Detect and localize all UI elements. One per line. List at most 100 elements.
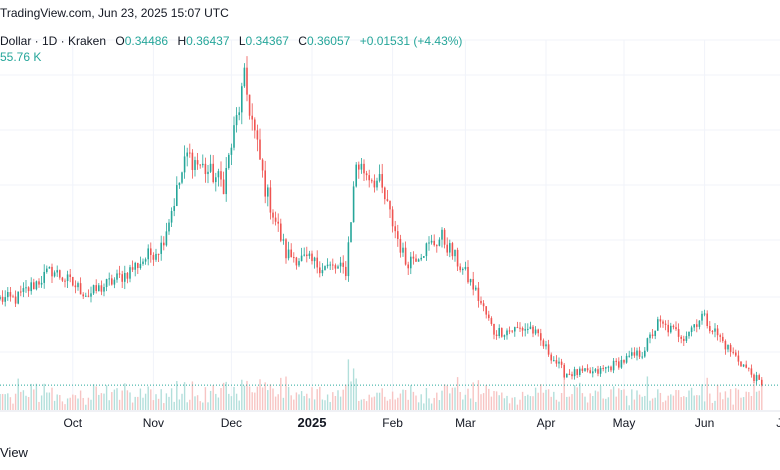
volume-bar bbox=[126, 390, 129, 410]
candle-body bbox=[521, 328, 524, 331]
volume-bar bbox=[264, 382, 266, 410]
volume-bar bbox=[493, 390, 495, 410]
volume-bar bbox=[243, 385, 246, 410]
candle-body bbox=[264, 170, 266, 197]
volume-bar bbox=[69, 397, 71, 410]
candle-body bbox=[295, 257, 298, 266]
candle-body bbox=[651, 334, 654, 337]
volume-bar bbox=[693, 395, 695, 410]
candle-body bbox=[750, 368, 753, 375]
candle-body bbox=[290, 249, 292, 258]
volume-bar bbox=[111, 392, 113, 410]
candle-body bbox=[464, 266, 467, 269]
symbol-label[interactable]: Dollar · 1D · Kraken bbox=[0, 34, 107, 48]
candle-body bbox=[428, 242, 430, 244]
candle-body bbox=[446, 244, 448, 253]
volume-bar bbox=[724, 391, 727, 410]
volume-bar bbox=[238, 400, 240, 410]
volume-bar bbox=[246, 380, 248, 410]
volume-bar bbox=[222, 382, 225, 410]
volume-bar bbox=[607, 397, 610, 410]
volume-bar bbox=[581, 393, 584, 410]
candle-body bbox=[573, 369, 576, 377]
candle-body bbox=[69, 274, 71, 277]
candle-body bbox=[722, 336, 724, 341]
candle-body bbox=[571, 374, 573, 377]
candle-body bbox=[215, 177, 217, 183]
open-value: 0.34486 bbox=[124, 34, 169, 48]
candle-body bbox=[243, 67, 246, 87]
volume-bar bbox=[597, 391, 599, 410]
candle-body bbox=[100, 285, 103, 292]
candle-body bbox=[511, 330, 513, 332]
candle-body bbox=[550, 354, 552, 361]
volume-bar bbox=[360, 399, 363, 410]
candle-body bbox=[545, 344, 547, 347]
candle-body bbox=[43, 271, 45, 283]
volume-bar bbox=[711, 402, 714, 410]
volume-bar bbox=[298, 394, 300, 410]
volume-bar bbox=[716, 384, 719, 410]
candle-body bbox=[620, 359, 623, 368]
candle-body bbox=[495, 334, 498, 336]
volume-bar bbox=[215, 393, 217, 410]
volume-bar bbox=[602, 398, 604, 410]
volume-bar bbox=[740, 397, 742, 410]
volume-bar bbox=[72, 394, 74, 410]
volume-bar bbox=[280, 377, 282, 410]
candle-body bbox=[555, 360, 558, 364]
volume-bar bbox=[33, 389, 35, 410]
candle-body bbox=[503, 335, 506, 337]
high-label: H bbox=[177, 34, 187, 48]
volume-bar bbox=[417, 402, 420, 410]
volume-bar bbox=[482, 393, 485, 410]
candle-body bbox=[701, 313, 703, 321]
volume-bar bbox=[456, 377, 459, 410]
candle-body bbox=[165, 231, 168, 246]
candle-body bbox=[633, 352, 636, 356]
volume-bar bbox=[592, 395, 594, 410]
candle-body bbox=[111, 278, 113, 285]
candle-body bbox=[527, 328, 529, 330]
volume-bar bbox=[464, 394, 467, 410]
volume-bar bbox=[129, 392, 131, 410]
candle-body bbox=[724, 340, 727, 350]
candle-body bbox=[529, 326, 532, 329]
volume-bar bbox=[25, 395, 27, 410]
candle-body bbox=[267, 187, 269, 197]
candle-body bbox=[308, 253, 311, 257]
volume-bar bbox=[550, 396, 552, 410]
candle-body bbox=[688, 332, 690, 337]
volume-bar bbox=[98, 394, 100, 410]
candle-body bbox=[181, 172, 183, 183]
candle-body bbox=[482, 303, 485, 307]
candle-body bbox=[488, 314, 490, 319]
volume-bar bbox=[217, 397, 220, 410]
candle-body bbox=[727, 344, 729, 350]
candle-body bbox=[241, 86, 243, 113]
volume-bar bbox=[397, 397, 399, 410]
candle-body bbox=[74, 285, 77, 288]
volume-bar bbox=[319, 386, 321, 410]
volume-bar bbox=[118, 399, 121, 410]
volume-bar bbox=[191, 381, 194, 410]
volume-bar bbox=[170, 388, 173, 410]
candle-body bbox=[534, 329, 537, 334]
volume-bar bbox=[685, 397, 688, 410]
candle-body bbox=[560, 361, 563, 365]
candle-body bbox=[371, 180, 373, 182]
candle-body bbox=[300, 255, 303, 262]
candle-body bbox=[420, 257, 422, 260]
volume-bar bbox=[324, 400, 326, 410]
candle-body bbox=[126, 272, 129, 279]
candle-body bbox=[194, 160, 196, 170]
volume-bar bbox=[618, 388, 620, 410]
candle-body bbox=[589, 370, 591, 374]
candle-body bbox=[59, 270, 61, 278]
volume-bar bbox=[394, 399, 396, 410]
volume-bar bbox=[646, 376, 649, 410]
candle-body bbox=[703, 313, 706, 315]
volume-bar bbox=[189, 399, 191, 410]
candle-body bbox=[363, 163, 365, 174]
